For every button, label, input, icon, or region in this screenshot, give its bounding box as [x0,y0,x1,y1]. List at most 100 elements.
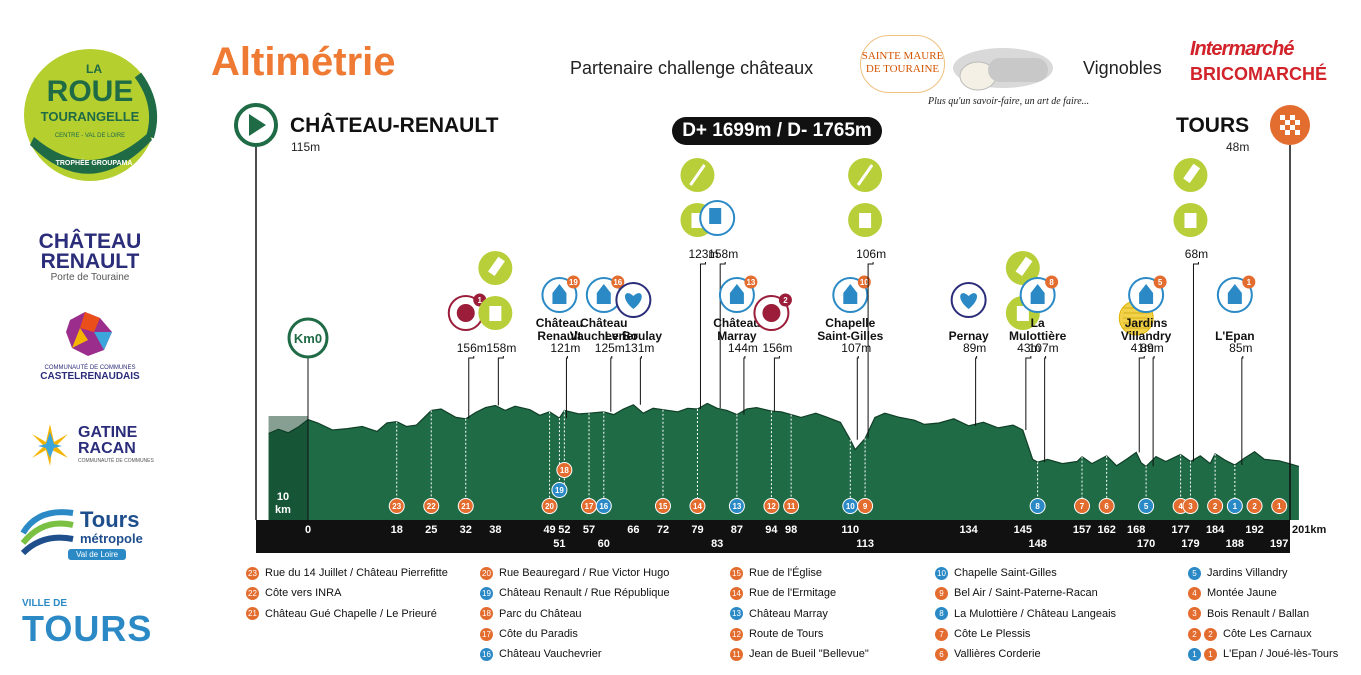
legend-badge: 23 [246,566,259,580]
legend-row: 23 Rue du 14 Juillet / Château Pierrefitt… [246,563,448,583]
climb-badge-number: 20 [545,502,554,511]
climb-badge-number: 21 [461,502,470,511]
legend-badge: 10 [935,566,948,580]
climb-badge [1207,498,1224,514]
lrt-line5: TROPHÉE GROUPAMA [56,158,133,167]
lrt-line4: CENTRE - VAL DE LOIRE [55,133,125,139]
poi-leader-line [773,356,780,412]
castle-number: 8 [1049,278,1054,287]
x-tick-label: 0 [305,524,311,536]
poi-altitude: 158m [708,247,738,261]
legend-row: 22 Côte vers INRA [246,583,448,603]
climb-badge-number: 5 [1144,502,1149,511]
x-tick-label: 177 [1171,524,1189,536]
poi-leader-line [1025,356,1032,430]
profile-line [268,402,1300,468]
sponsor-logo-column: LA ROUE TOURANGELLE CENTRE - VAL DE LOIR… [0,0,190,675]
poi-altitude: 43m [1017,341,1040,355]
checkered-flag-cell [1280,125,1285,130]
poi-altitude: 89m [963,341,986,355]
trash-shape [1184,213,1197,228]
climb-badge [1182,498,1199,514]
climb-badge-number: 2 [1213,502,1218,511]
poi-altitude: 107m [841,341,871,355]
legend-row: 3 Bois Renault / Ballan [1188,604,1338,624]
cr-line3: Porte de Touraine [50,272,130,283]
poi-leader-line [497,356,504,406]
poi-name: Château Vauchevrier [570,316,638,343]
legend-row: 17 Côte du Paradis [480,624,670,644]
poi-name: La Mulottière [1009,316,1067,343]
legend-badge: 12 [730,627,743,641]
climb-badge [595,498,612,514]
climb-badge [654,498,671,514]
legend-climb-name: Jardins Villandry [1207,567,1288,580]
x-tick-label: 134 [959,524,978,536]
climb-badge [388,498,405,514]
x-tick-label: 25 [425,524,437,536]
lrt-line1: LA [86,62,102,76]
poi-altitude: 125m [595,341,625,355]
poi-name-line2: Mulottière [1009,329,1067,343]
poi-altitude: 107m [1029,341,1059,355]
castle-shape [1227,284,1242,304]
climb-badge [541,498,558,514]
climb-legend-col-2: 20 Rue Beauregard / Rue Victor Hugo 19 Chât… [480,563,670,664]
chateau-renault-logo: CHÂTEAU RENAULT Porte de Touraine [20,231,160,283]
climb-badge-number: 1 [1233,502,1238,511]
castle-number-badge [1045,275,1059,289]
scale-label-unit: km [275,504,291,516]
poi-name: Château Marray [713,316,760,343]
poi-name-line1: Château [536,316,583,330]
legend-row: 14 Rue de l'Ermitage [730,583,869,603]
climb-legend-col-3: 15 Rue de l'Église 14 Rue de l'Ermitage 13 Ch… [730,563,869,664]
x-tick-label: 51 [553,538,565,550]
legend-badge: 2 [1204,627,1217,641]
x-tick-label: 52 [558,524,570,536]
climb-badge-number: 18 [560,466,569,475]
castle-number: 5 [1158,278,1163,287]
poi-name-line1: Chapelle [825,316,875,330]
castle-shape [596,284,611,304]
poi-leader-line [1241,356,1244,465]
legend-badge: 13 [730,607,743,621]
climb-badge [783,498,800,514]
poi-altitude: 68m [1185,247,1208,261]
legend-climb-name: Château Gué Chapelle / Le Prieuré [265,607,437,620]
x-tick-label: 49 [543,524,555,536]
legend-row: 5 Jardins Villandry [1188,563,1338,583]
x-tick-label: 179 [1181,538,1199,550]
bottle-shape [1183,163,1201,184]
legend-badge: 18 [480,607,493,621]
start-altitude: 115m [291,140,321,154]
climb-badge-number: 3 [1188,502,1193,511]
poi-leader-line [1192,262,1199,462]
page-title: Altimétrie [211,40,396,84]
legend-row: 4 Montée Jaune [1188,583,1338,603]
poi-marker: 158m [699,200,738,409]
climb-badge-number: 7 [1080,502,1085,511]
poi-marker: 2 156m [753,293,792,412]
legend-climb-name: L'Epan / Joué-lès-Tours [1223,648,1339,661]
legend-row: 20 Rue Beauregard / Rue Victor Hugo [480,563,670,583]
bricomarche-logo: BRICOMARCHÉ [1190,64,1327,84]
climb-badge-number: 8 [1035,502,1040,511]
legend-badge: 15 [730,566,743,580]
legend-badge: 2 [1188,627,1201,641]
x-tick-label: 57 [583,524,595,536]
climb-badge [1098,498,1115,514]
poi-leader-line [610,356,613,412]
legend-row: 2 2 Côte Les Carnaux [1188,624,1338,644]
poi-name-line2: Marray [717,329,757,343]
cr-line2: RENAULT [40,250,140,273]
climb-badge [551,482,568,498]
legend-climb-name: Rue Beauregard / Rue Victor Hugo [499,567,670,580]
lrt-line3: TOURANGELLE [41,109,140,124]
legend-climb-name: Côte Le Plessis [954,628,1031,641]
legend-climb-name: Route de Tours [749,628,824,641]
legend-row: 21 Château Gué Chapelle / Le Prieuré [246,604,448,624]
legend-badge: 11 [730,647,743,661]
